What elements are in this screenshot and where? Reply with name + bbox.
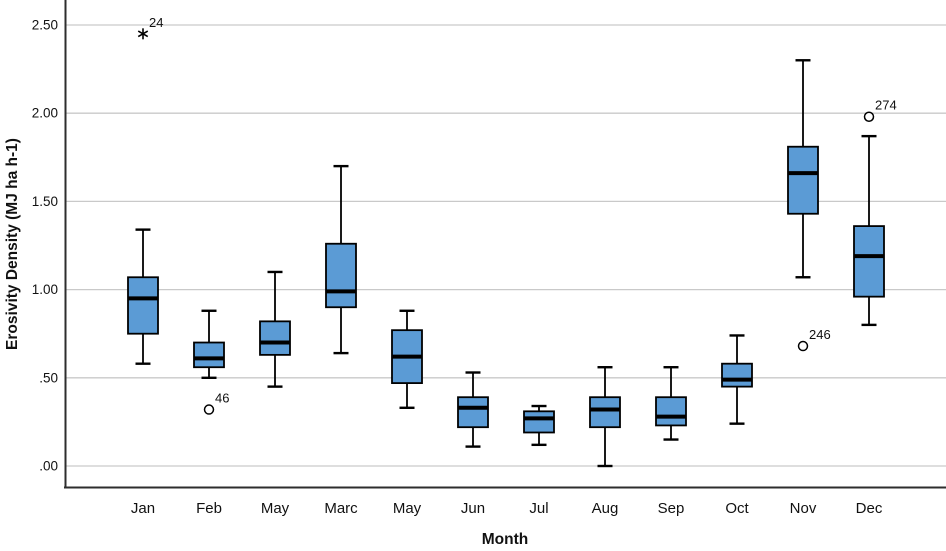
x-tick-label: Sep: [658, 500, 685, 517]
boxplot-may-4: [391, 309, 423, 409]
y-tick-label: 1.50: [32, 194, 58, 209]
outlier-circle-marker: [797, 340, 809, 352]
y-tick-label: 2.50: [32, 18, 58, 33]
boxplot-jan-0: 24: [127, 15, 163, 365]
y-tick-label: .00: [39, 459, 58, 474]
x-tick-label: Jun: [461, 500, 485, 517]
box-iqr: [787, 145, 819, 215]
box-iqr: [457, 396, 489, 429]
x-tick-label: Feb: [196, 500, 222, 517]
boxplot-dec-11: 274: [853, 98, 897, 327]
x-tick-label: Jan: [131, 500, 155, 517]
outlier-case-label: 246: [809, 327, 831, 342]
outlier-circle-marker: [863, 111, 875, 122]
box-iqr: [193, 341, 225, 369]
x-tick-label: May: [261, 500, 290, 517]
box-iqr: [127, 276, 159, 335]
outlier-case-label: 24: [149, 15, 163, 30]
box-iqr: [325, 242, 357, 309]
box-iqr: [721, 362, 753, 388]
x-tick-label: Marc: [324, 500, 358, 517]
boxes-layer: 24 46 246 274: [127, 15, 897, 468]
boxplot-jul-6: [523, 404, 555, 447]
box-iqr: [259, 320, 291, 356]
boxplot-aug-7: [589, 366, 621, 468]
box-iqr: [853, 225, 885, 298]
box-iqr: [655, 396, 687, 427]
box-iqr: [589, 396, 621, 429]
x-tick-label: Aug: [592, 500, 619, 517]
outlier-star-marker: [137, 30, 149, 38]
y-axis-title: Erosivity Density (MJ ha h-1): [4, 138, 21, 350]
x-tick-label: Jul: [529, 500, 548, 517]
boxplot-may-2: [259, 270, 291, 388]
boxplot-jun-5: [457, 371, 489, 448]
outlier-circle-marker: [203, 404, 215, 415]
outlier-case-label: 46: [215, 391, 229, 406]
y-tick-label: .50: [39, 370, 58, 385]
labels-layer: .00 .50 1.00 1.50 2.00 2.50 Jan Feb May Marc May Ju…: [32, 18, 883, 518]
x-axis-title: Month: [482, 531, 528, 548]
boxplot-nov-10: 246: [787, 59, 831, 352]
y-tick-label: 2.00: [32, 106, 58, 121]
boxplot-oct-9: [721, 334, 753, 425]
x-tick-label: Oct: [725, 500, 749, 517]
box-iqr: [523, 410, 555, 434]
boxplot-marc-3: [325, 164, 357, 355]
x-tick-label: May: [393, 500, 422, 517]
boxplot-feb-1: 46: [193, 309, 229, 415]
axes-layer: [64, 0, 946, 489]
gridlines-layer: [65, 24, 946, 467]
outlier-case-label: 274: [875, 98, 897, 113]
y-tick-label: 1.00: [32, 282, 58, 297]
x-tick-label: Dec: [856, 500, 883, 517]
x-tick-label: Nov: [790, 500, 817, 517]
boxplot-sep-8: [655, 366, 687, 441]
